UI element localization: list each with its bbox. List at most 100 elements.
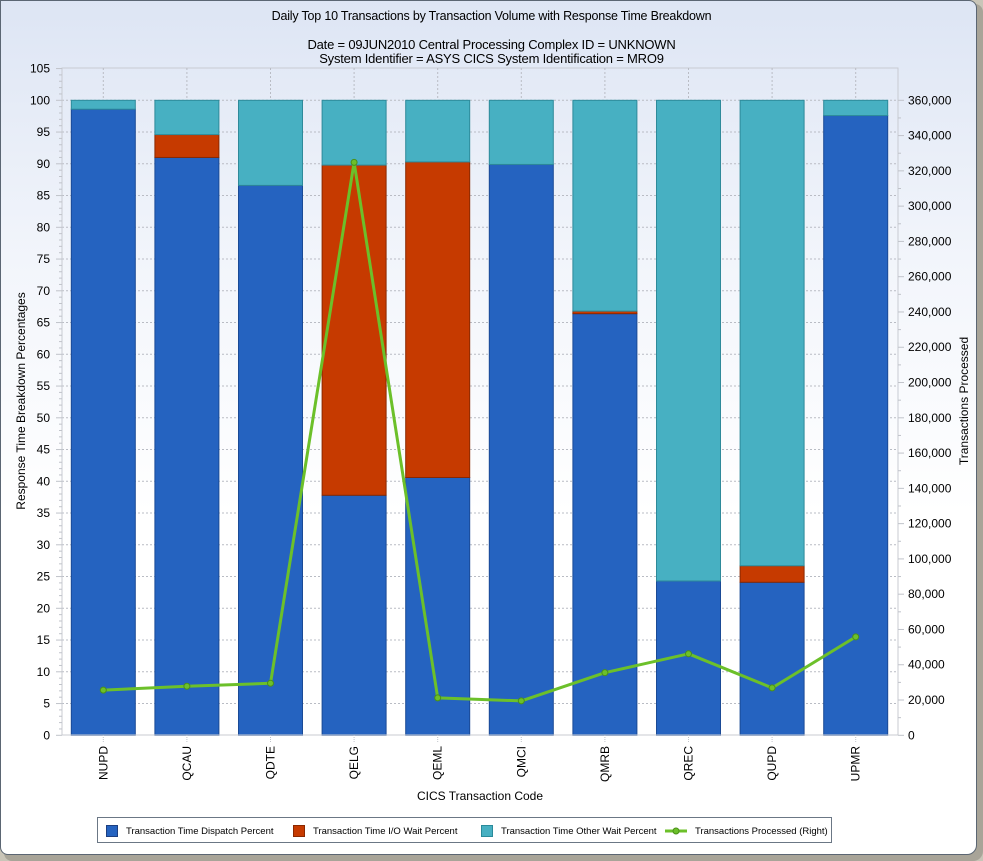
legend-item-io-wait: Transaction Time I/O Wait Percent — [293, 823, 457, 839]
y2-tick-label: 120,000 — [908, 517, 952, 531]
x-tick-label-qmrb: QMRB — [598, 746, 612, 782]
y-tick-label: 65 — [37, 316, 51, 330]
y2-axis-title: Transactions Processed — [957, 337, 971, 465]
bar-qeml-series-2 — [405, 99, 471, 163]
y-tick-label: 40 — [37, 474, 51, 488]
y-tick-label: 80 — [37, 220, 51, 234]
y2-tick-label: 300,000 — [908, 199, 952, 213]
transactions-point-qupd — [768, 684, 776, 692]
y2-tick-label: 20,000 — [908, 693, 945, 707]
legend: Transaction Time Dispatch Percent Transa… — [97, 817, 832, 843]
bar-qmrb-series-2 — [572, 99, 638, 312]
y-tick-label: 90 — [37, 157, 51, 171]
transactions-point-qdte — [267, 679, 274, 687]
y2-tick-label: 0 — [908, 728, 915, 742]
x-tick-label-qcau: QCAU — [180, 746, 194, 781]
legend-swatch-io-wait — [293, 825, 305, 837]
chart-title: Daily Top 10 Transactions by Transaction… — [271, 9, 712, 23]
y-axis-title: Response Time Breakdown Percentages — [14, 292, 28, 509]
y-tick-label: 15 — [37, 633, 51, 647]
x-tick-label-qeml: QEML — [431, 746, 445, 780]
x-tick-label-upmr: UPMR — [849, 746, 863, 782]
bar-qmci-series-2 — [488, 99, 554, 165]
y-tick-label: 35 — [37, 506, 51, 520]
y-tick-label: 45 — [37, 443, 51, 457]
legend-line-marker-icon — [664, 824, 688, 838]
y-tick-label: 25 — [37, 570, 51, 584]
y2-tick-label: 180,000 — [908, 411, 952, 425]
bar-qupd-series-0 — [739, 581, 805, 736]
y-tick-label: 50 — [37, 411, 51, 425]
line-layer — [99, 158, 860, 705]
bar-qdte-series-0 — [238, 184, 303, 736]
transactions-point-qcau — [183, 682, 191, 690]
x-tick-label-nupd: NUPD — [96, 746, 110, 780]
transactions-point-qmci — [517, 697, 525, 705]
transactions-point-qelg — [350, 158, 358, 166]
legend-item-dispatch: Transaction Time Dispatch Percent — [106, 823, 274, 839]
y2-tick-label: 100,000 — [908, 552, 952, 566]
y-tick-label: 20 — [37, 601, 51, 615]
bar-qeml-series-1 — [405, 161, 471, 478]
bar-qcau-series-2 — [154, 99, 220, 136]
legend-item-other-wait: Transaction Time Other Wait Percent — [481, 823, 657, 839]
bar-qupd-series-2 — [739, 99, 805, 567]
y-tick-label: 100 — [30, 93, 50, 107]
legend-swatch-dispatch — [106, 825, 118, 837]
y2-tick-label: 40,000 — [908, 658, 945, 672]
y-tick-label: 60 — [37, 347, 51, 361]
bar-upmr-series-0 — [823, 115, 889, 736]
y-tick-label: 30 — [37, 538, 51, 552]
y-tick-label: 5 — [43, 697, 50, 711]
bar-qcau-series-1 — [154, 134, 220, 158]
bar-qelg-series-2 — [321, 99, 387, 166]
legend-label: Transaction Time Dispatch Percent — [126, 825, 274, 837]
bar-qdte-series-2 — [238, 99, 303, 186]
transactions-point-upmr — [852, 633, 860, 641]
y-tick-label: 10 — [37, 665, 51, 679]
bar-qupd-series-1 — [739, 565, 805, 583]
y2-tick-label: 140,000 — [908, 481, 952, 495]
y2-tick-label: 320,000 — [908, 164, 952, 178]
x-tick-label-qrec: QREC — [682, 746, 696, 781]
bar-upmr-series-2 — [823, 99, 889, 117]
y-tick-label: 55 — [37, 379, 51, 393]
y-tick-label: 85 — [37, 189, 51, 203]
bar-nupd-series-0 — [70, 108, 136, 736]
y-tick-label: 0 — [43, 728, 50, 742]
x-tick-label-qelg: QELG — [347, 746, 361, 779]
transactions-line — [103, 160, 857, 703]
bar-qelg-series-1 — [321, 164, 387, 496]
y2-tick-label: 200,000 — [908, 376, 952, 390]
y2-tick-label: 80,000 — [908, 587, 945, 601]
y-tick-label: 105 — [30, 62, 50, 76]
bar-nupd-series-2 — [70, 99, 136, 110]
legend-item-transactions: Transactions Processed (Right) — [664, 823, 828, 839]
y-tick-label: 70 — [37, 284, 51, 298]
axes-layer: 0 5 10 15 20 25 30 35 40 45 50 55 60 65 70 75 80 85 90 95 10… — [30, 62, 952, 782]
y2-tick-label: 340,000 — [908, 129, 952, 143]
x-axis-title: CICS Transaction Code — [417, 789, 543, 803]
y2-tick-label: 240,000 — [908, 305, 952, 319]
x-tick-label-qdte: QDTE — [264, 746, 278, 779]
y-tick-label: 75 — [37, 252, 51, 266]
legend-label: Transaction Time I/O Wait Percent — [313, 825, 458, 837]
chart-subtitle-line-2: System Identifier = ASYS CICS System Ide… — [319, 51, 664, 66]
y2-tick-label: 160,000 — [908, 446, 952, 460]
y2-tick-label: 360,000 — [908, 93, 952, 107]
bar-qmrb-series-0 — [572, 313, 638, 736]
y2-tick-label: 60,000 — [908, 622, 945, 636]
legend-label: Transactions Processed (Right) — [695, 825, 828, 837]
bar-qelg-series-0 — [321, 494, 387, 736]
bar-qcau-series-0 — [154, 156, 220, 736]
y-tick-label: 95 — [37, 125, 51, 139]
transactions-point-qmrb — [601, 669, 609, 677]
y2-tick-label: 280,000 — [908, 234, 952, 248]
y2-tick-label: 260,000 — [908, 270, 952, 284]
x-tick-label-qmci: QMCI — [514, 746, 528, 777]
legend-label: Transaction Time Other Wait Percent — [501, 825, 657, 837]
x-tick-label-qupd: QUPD — [765, 746, 779, 781]
transactions-point-qeml — [434, 694, 442, 702]
transactions-point-qrec — [685, 650, 692, 658]
